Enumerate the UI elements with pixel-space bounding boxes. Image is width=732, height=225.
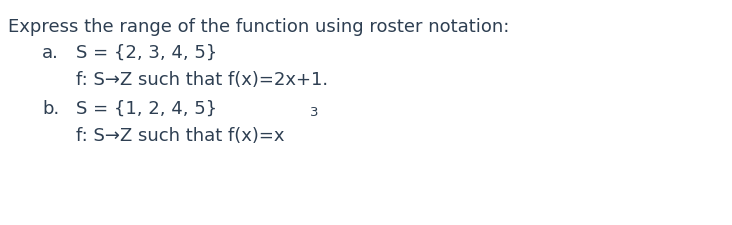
Text: Express the range of the function using roster notation:: Express the range of the function using … [8, 18, 509, 36]
Text: a.: a. [42, 44, 59, 62]
Text: b.: b. [42, 99, 59, 117]
Text: S = {1, 2, 4, 5}: S = {1, 2, 4, 5} [76, 99, 217, 117]
Text: S = {2, 3, 4, 5}: S = {2, 3, 4, 5} [76, 44, 217, 62]
Text: 3: 3 [310, 106, 318, 119]
Text: f: S→Z such that f(x)=x: f: S→Z such that f(x)=x [76, 126, 285, 144]
Text: f: S→Z such that f(x)=2x+1.: f: S→Z such that f(x)=2x+1. [76, 71, 328, 89]
